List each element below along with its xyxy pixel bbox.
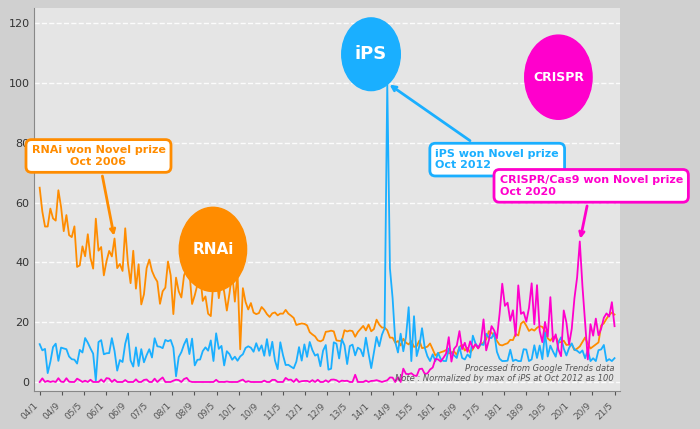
Ellipse shape [342, 18, 400, 91]
Text: RNAi: RNAi [193, 242, 234, 257]
Text: iPS won Novel prize
Oct 2012: iPS won Novel prize Oct 2012 [392, 86, 559, 170]
Ellipse shape [525, 35, 592, 119]
Text: RNAi won Novel prize
Oct 2006: RNAi won Novel prize Oct 2006 [32, 145, 165, 233]
Text: Processed from Google Trends data
Note : Normalized by max of iPS at Oct 2012 as: Processed from Google Trends data Note :… [395, 364, 614, 383]
Text: CRISPR: CRISPR [533, 71, 584, 84]
Text: iPS: iPS [355, 45, 387, 63]
Ellipse shape [179, 207, 246, 291]
Text: CRISPR/Cas9 won Novel prize
Oct 2020: CRISPR/Cas9 won Novel prize Oct 2020 [500, 175, 682, 236]
